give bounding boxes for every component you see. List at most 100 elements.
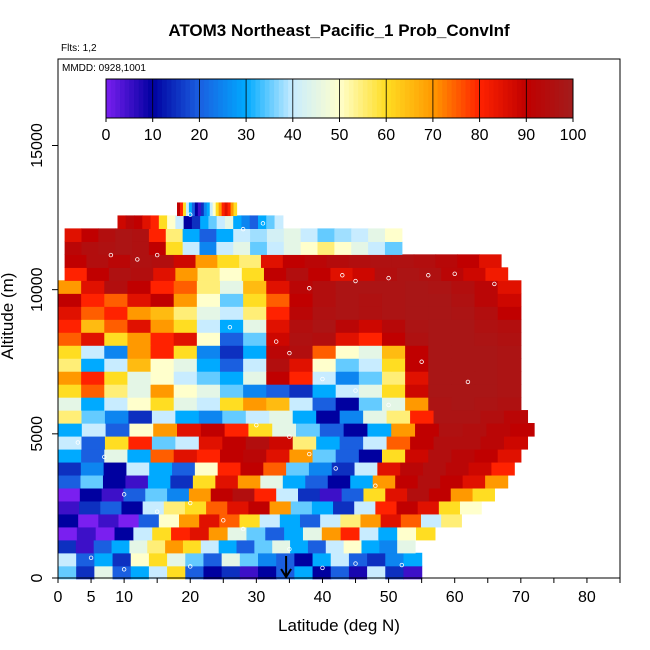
heatmap-cell <box>334 228 352 242</box>
heatmap-cell <box>299 513 321 528</box>
heatmap-cell <box>243 371 267 385</box>
heatmap-cell <box>108 254 131 268</box>
heatmap-cell <box>283 228 302 242</box>
heatmap-cell <box>173 345 198 359</box>
heatmap-cell <box>428 448 452 463</box>
heatmap-cell <box>173 397 198 411</box>
heatmap-cell <box>479 254 502 268</box>
heatmap-cell <box>58 358 82 372</box>
heatmap-cell <box>188 202 193 217</box>
heatmap-cell <box>78 513 99 528</box>
heatmap-cell <box>335 448 360 463</box>
heatmap-cell <box>98 228 116 242</box>
heatmap-cell <box>208 526 229 541</box>
sample-point <box>399 562 405 568</box>
heatmap-cell <box>305 474 329 489</box>
colorbar-tick-label: 30 <box>237 127 255 144</box>
sample-point <box>75 440 81 445</box>
heatmap-cell <box>405 332 429 346</box>
heatmap-cell <box>243 448 267 463</box>
sample-points <box>75 212 497 572</box>
heatmap-cell <box>196 319 221 333</box>
sample-point <box>188 212 193 217</box>
heatmap-cell <box>300 228 319 242</box>
heatmap-cell <box>182 228 201 242</box>
heatmap-cell <box>335 319 360 333</box>
heatmap-cell <box>127 306 152 320</box>
heatmap-cell <box>173 448 198 463</box>
heatmap-cell <box>269 436 294 450</box>
heatmap-cell <box>127 448 152 463</box>
heatmap-cell <box>150 306 175 320</box>
heatmap-cell <box>127 319 152 333</box>
heatmap-cell <box>58 371 82 385</box>
heatmap-cell <box>232 487 255 502</box>
heatmap-cell <box>335 345 360 359</box>
heatmap-cell <box>497 280 522 294</box>
heatmap-cell <box>391 254 415 268</box>
colorbar-swatch <box>185 79 191 118</box>
heatmap-cell <box>121 500 144 515</box>
heatmap-cell <box>194 461 219 476</box>
heatmap-cell <box>105 423 130 437</box>
colorbar-swatch <box>246 79 252 118</box>
heatmap-cell <box>112 552 132 567</box>
heatmap-cell <box>283 241 302 255</box>
sample-point <box>221 518 226 523</box>
heatmap-cell <box>132 241 150 255</box>
x-tick-label: 10 <box>115 589 133 606</box>
heatmap-cell <box>58 565 77 580</box>
heatmap-cell <box>266 293 291 307</box>
heatmap-cell <box>101 487 125 502</box>
heatmap-cell <box>289 448 314 463</box>
colorbar-swatch <box>218 79 224 118</box>
heatmap-cell <box>173 332 198 346</box>
heatmap-cell <box>237 474 261 489</box>
heatmap-cell <box>175 215 185 229</box>
heatmap-cell <box>405 371 429 385</box>
heatmap-cell <box>312 332 337 346</box>
heatmap-cell <box>243 345 267 359</box>
colorbar-swatch <box>502 79 509 118</box>
heatmap-cell <box>173 306 198 320</box>
heatmap-cell <box>497 371 522 385</box>
heatmap-cell <box>199 513 220 528</box>
colorbar-swatch <box>278 79 284 118</box>
colorbar-swatch <box>190 79 196 118</box>
heatmap-cell <box>289 306 314 320</box>
heatmap-cell <box>450 487 474 502</box>
heatmap-cell <box>358 384 383 398</box>
heatmap-cell <box>150 280 175 294</box>
heatmap-cell <box>358 293 383 307</box>
heatmap-cell <box>272 539 291 554</box>
heatmap-cell <box>127 384 152 398</box>
heatmap-cell <box>263 267 287 281</box>
heatmap-cell <box>451 332 476 346</box>
heatmap-cell <box>243 306 267 320</box>
heatmap-cell <box>243 319 267 333</box>
heatmap-cell <box>222 410 247 424</box>
heatmap-cell <box>153 267 176 281</box>
heatmap-cell <box>203 565 223 580</box>
heatmap-cell <box>428 384 452 398</box>
heatmap-cell <box>58 526 78 541</box>
heatmap-cell <box>330 267 354 281</box>
colorbar-swatch <box>302 79 308 118</box>
heatmap-cell <box>381 371 406 385</box>
heatmap-cell <box>151 410 176 424</box>
heatmap-cell <box>428 371 452 385</box>
heatmap-cell <box>381 448 406 463</box>
x-axis-label: Latitude (deg N) <box>278 616 400 635</box>
heatmap-cell <box>221 202 226 217</box>
heatmap-cell <box>104 448 129 463</box>
heatmap-cell <box>497 306 522 320</box>
heatmap-cell <box>335 332 360 346</box>
heatmap-cell <box>451 371 476 385</box>
colorbar-tick-label: 0 <box>102 127 111 144</box>
heatmap-cell <box>289 384 314 398</box>
colorbar-swatch <box>563 79 569 118</box>
heatmap-cell <box>98 513 120 528</box>
heatmap-cell <box>81 345 105 359</box>
heatmap-cell <box>147 474 171 489</box>
